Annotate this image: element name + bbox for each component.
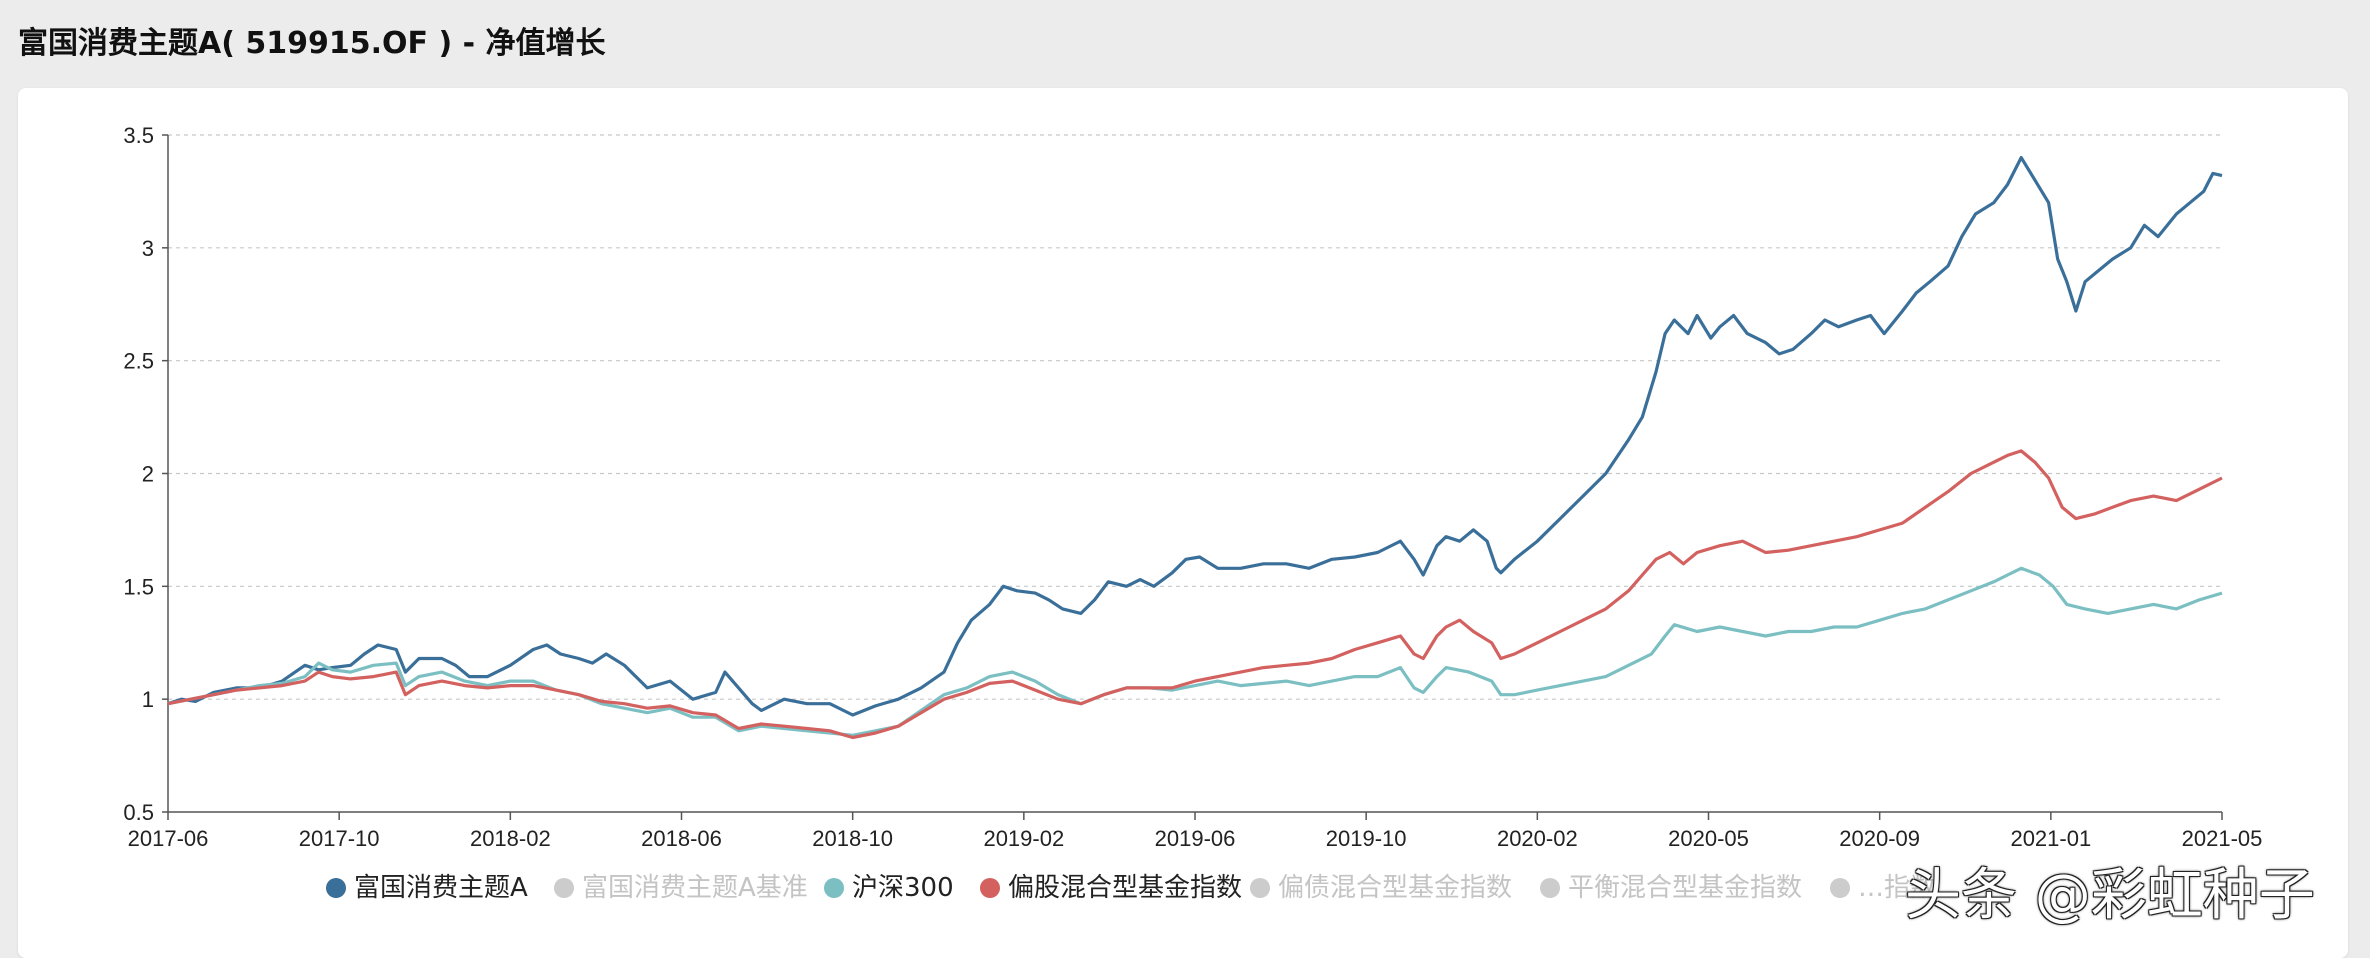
legend-item[interactable]: 偏债混合型基金指数 <box>1250 873 1512 903</box>
x-tick-label: 2021-05 <box>2182 826 2263 851</box>
legend-label: …指数 <box>1858 873 1936 903</box>
legend-marker <box>326 878 346 898</box>
x-tick-label: 2020-02 <box>1497 826 1578 851</box>
y-tick-label: 1.5 <box>123 574 154 599</box>
legend-marker <box>1250 878 1270 898</box>
legend-label: 富国消费主题A <box>354 873 528 903</box>
legend-label: 偏股混合型基金指数 <box>1008 873 1242 903</box>
grid-lines <box>168 134 2222 700</box>
y-tick-label: 2 <box>142 462 154 487</box>
series-lines <box>167 156 2223 740</box>
x-tick-label: 2017-10 <box>299 826 380 851</box>
legend-label: 平衡混合型基金指数 <box>1568 873 1802 903</box>
x-tick-label: 2018-06 <box>641 826 722 851</box>
x-tick-label: 2021-01 <box>2010 826 2091 851</box>
line-chart: 0.5 1 1.5 2 2.5 3 3.5 2017-06 2017-10 2018-02 2018… <box>123 123 2262 903</box>
x-tick-label: 2017-06 <box>128 826 209 851</box>
legend-item[interactable]: 沪深300 <box>824 873 954 903</box>
x-tick-label: 2019-06 <box>1155 826 1236 851</box>
legend-marker <box>980 878 1000 898</box>
series-line <box>167 566 2223 737</box>
x-tick-label: 2020-09 <box>1839 826 1920 851</box>
legend-label: 沪深300 <box>852 873 954 903</box>
legend-item[interactable]: 富国消费主题A基准 <box>554 873 808 903</box>
legend-item[interactable]: 富国消费主题A <box>326 873 528 903</box>
series-line <box>167 156 2223 717</box>
chart-card: 0.5 1 1.5 2 2.5 3 3.5 2017-06 2017-10 2018-02 2018… <box>18 88 2348 958</box>
x-tick-label: 2019-10 <box>1326 826 1407 851</box>
legend-item[interactable]: …指数 <box>1830 873 1936 903</box>
legend-label: 偏债混合型基金指数 <box>1278 873 1512 903</box>
legend-item[interactable]: 偏股混合型基金指数 <box>980 873 1242 903</box>
page-title: 富国消费主题A( 519915.OF ) - 净值增长 <box>18 26 606 61</box>
legend-label: 富国消费主题A基准 <box>582 873 808 903</box>
x-tick-label: 2020-05 <box>1668 826 1749 851</box>
x-tick-label: 2019-02 <box>983 826 1064 851</box>
watermark-text: 头条 @彩虹种子 <box>1905 863 2315 928</box>
legend-item[interactable]: 平衡混合型基金指数 <box>1540 873 1802 903</box>
axes: 0.5 1 1.5 2 2.5 3 3.5 2017-06 2017-10 2018-02 2018… <box>123 123 2262 851</box>
legend: 富国消费主题A 富国消费主题A基准 沪深300 偏股混合型基金指数 偏债混合型基金指数 平… <box>326 873 1936 903</box>
legend-marker <box>1540 878 1560 898</box>
legend-marker <box>1830 878 1850 898</box>
y-tick-label: 3 <box>142 236 154 261</box>
y-tick-label: 3.5 <box>123 123 154 148</box>
x-tick-label: 2018-10 <box>812 826 893 851</box>
legend-marker <box>554 878 574 898</box>
y-tick-label: 0.5 <box>123 800 154 825</box>
y-tick-label: 1 <box>142 687 154 712</box>
y-tick-label: 2.5 <box>123 349 154 374</box>
x-tick-label: 2018-02 <box>470 826 551 851</box>
series-line <box>167 449 2223 740</box>
legend-marker <box>824 878 844 898</box>
